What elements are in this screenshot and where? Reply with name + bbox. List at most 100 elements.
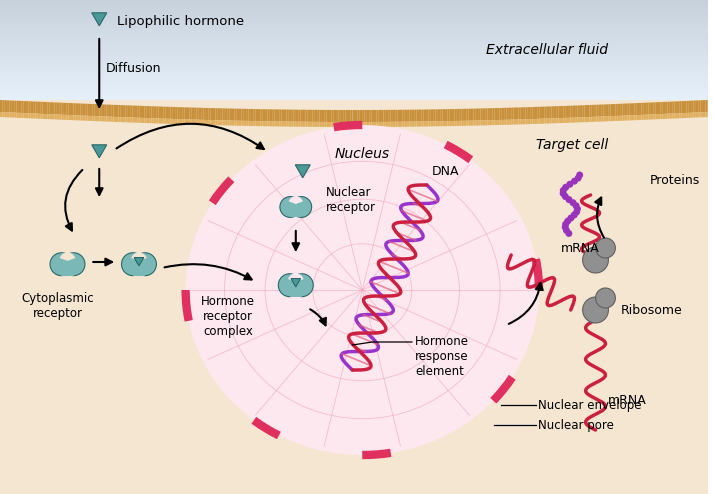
Circle shape (583, 247, 608, 273)
Polygon shape (438, 121, 440, 126)
Polygon shape (454, 109, 457, 121)
Polygon shape (565, 118, 568, 123)
Polygon shape (433, 122, 436, 126)
Polygon shape (324, 122, 327, 127)
Polygon shape (185, 120, 187, 124)
Polygon shape (130, 118, 133, 123)
Bar (0, 0, 708, 1)
Wedge shape (289, 197, 303, 204)
Polygon shape (656, 114, 658, 119)
Circle shape (564, 218, 571, 225)
Bar (0, 22, 708, 23)
Polygon shape (497, 120, 499, 125)
Bar (0, 54, 708, 55)
Circle shape (134, 253, 156, 276)
Polygon shape (90, 116, 92, 121)
Bar (0, 14, 708, 15)
Polygon shape (40, 114, 43, 119)
Polygon shape (239, 121, 242, 126)
Polygon shape (705, 112, 708, 117)
Polygon shape (364, 110, 367, 122)
Polygon shape (386, 110, 388, 122)
Polygon shape (97, 116, 99, 121)
Polygon shape (173, 119, 175, 124)
Ellipse shape (185, 125, 539, 455)
Polygon shape (194, 108, 197, 120)
Polygon shape (303, 122, 305, 127)
Polygon shape (625, 104, 627, 116)
Polygon shape (440, 121, 443, 126)
Polygon shape (350, 110, 353, 122)
Polygon shape (689, 113, 691, 118)
Wedge shape (60, 252, 76, 261)
Polygon shape (329, 122, 332, 127)
Bar (0, 46, 708, 47)
Polygon shape (277, 110, 279, 122)
Bar (0, 38, 708, 39)
Polygon shape (364, 122, 367, 127)
Polygon shape (483, 121, 486, 125)
Polygon shape (339, 110, 341, 122)
Polygon shape (291, 279, 301, 287)
Text: mRNA: mRNA (561, 242, 600, 255)
Polygon shape (488, 120, 490, 125)
Polygon shape (319, 110, 322, 122)
Polygon shape (613, 116, 615, 121)
Polygon shape (691, 101, 694, 113)
Polygon shape (528, 119, 530, 124)
Polygon shape (471, 109, 473, 121)
Polygon shape (682, 101, 684, 113)
Bar (289, 274, 302, 296)
Polygon shape (407, 122, 409, 127)
Polygon shape (585, 105, 587, 117)
Polygon shape (662, 114, 665, 119)
Polygon shape (388, 122, 391, 127)
Polygon shape (225, 121, 227, 125)
Polygon shape (535, 107, 538, 119)
Bar (0, 9, 708, 10)
Polygon shape (379, 122, 381, 127)
Polygon shape (109, 105, 111, 117)
Bar (0, 68, 708, 69)
Polygon shape (165, 119, 168, 124)
Polygon shape (147, 118, 149, 123)
Bar (0, 92, 708, 93)
Polygon shape (7, 112, 9, 118)
Bar (0, 16, 708, 17)
Polygon shape (284, 122, 287, 126)
Polygon shape (73, 115, 76, 121)
Polygon shape (156, 106, 158, 119)
Polygon shape (513, 120, 516, 124)
Bar (0, 18, 708, 19)
Polygon shape (570, 118, 573, 123)
Polygon shape (632, 115, 635, 121)
Polygon shape (275, 122, 277, 126)
Bar (0, 57, 708, 58)
Polygon shape (554, 118, 556, 124)
Polygon shape (523, 107, 525, 120)
Polygon shape (563, 118, 565, 123)
Polygon shape (554, 106, 556, 118)
Polygon shape (497, 108, 499, 120)
Polygon shape (213, 108, 215, 120)
Polygon shape (606, 116, 608, 122)
Polygon shape (170, 107, 173, 119)
Polygon shape (360, 122, 362, 127)
Polygon shape (45, 114, 47, 119)
Polygon shape (68, 103, 71, 115)
Bar (0, 83, 708, 84)
Polygon shape (118, 117, 120, 122)
Polygon shape (5, 112, 7, 117)
Polygon shape (128, 105, 130, 118)
Polygon shape (251, 109, 253, 121)
Polygon shape (376, 110, 379, 122)
Polygon shape (197, 120, 199, 124)
Polygon shape (158, 107, 161, 119)
Polygon shape (303, 110, 305, 122)
Circle shape (563, 184, 569, 191)
Polygon shape (594, 105, 597, 117)
Polygon shape (86, 116, 88, 121)
Polygon shape (516, 120, 518, 124)
Bar (0, 99, 708, 100)
Polygon shape (183, 119, 185, 124)
